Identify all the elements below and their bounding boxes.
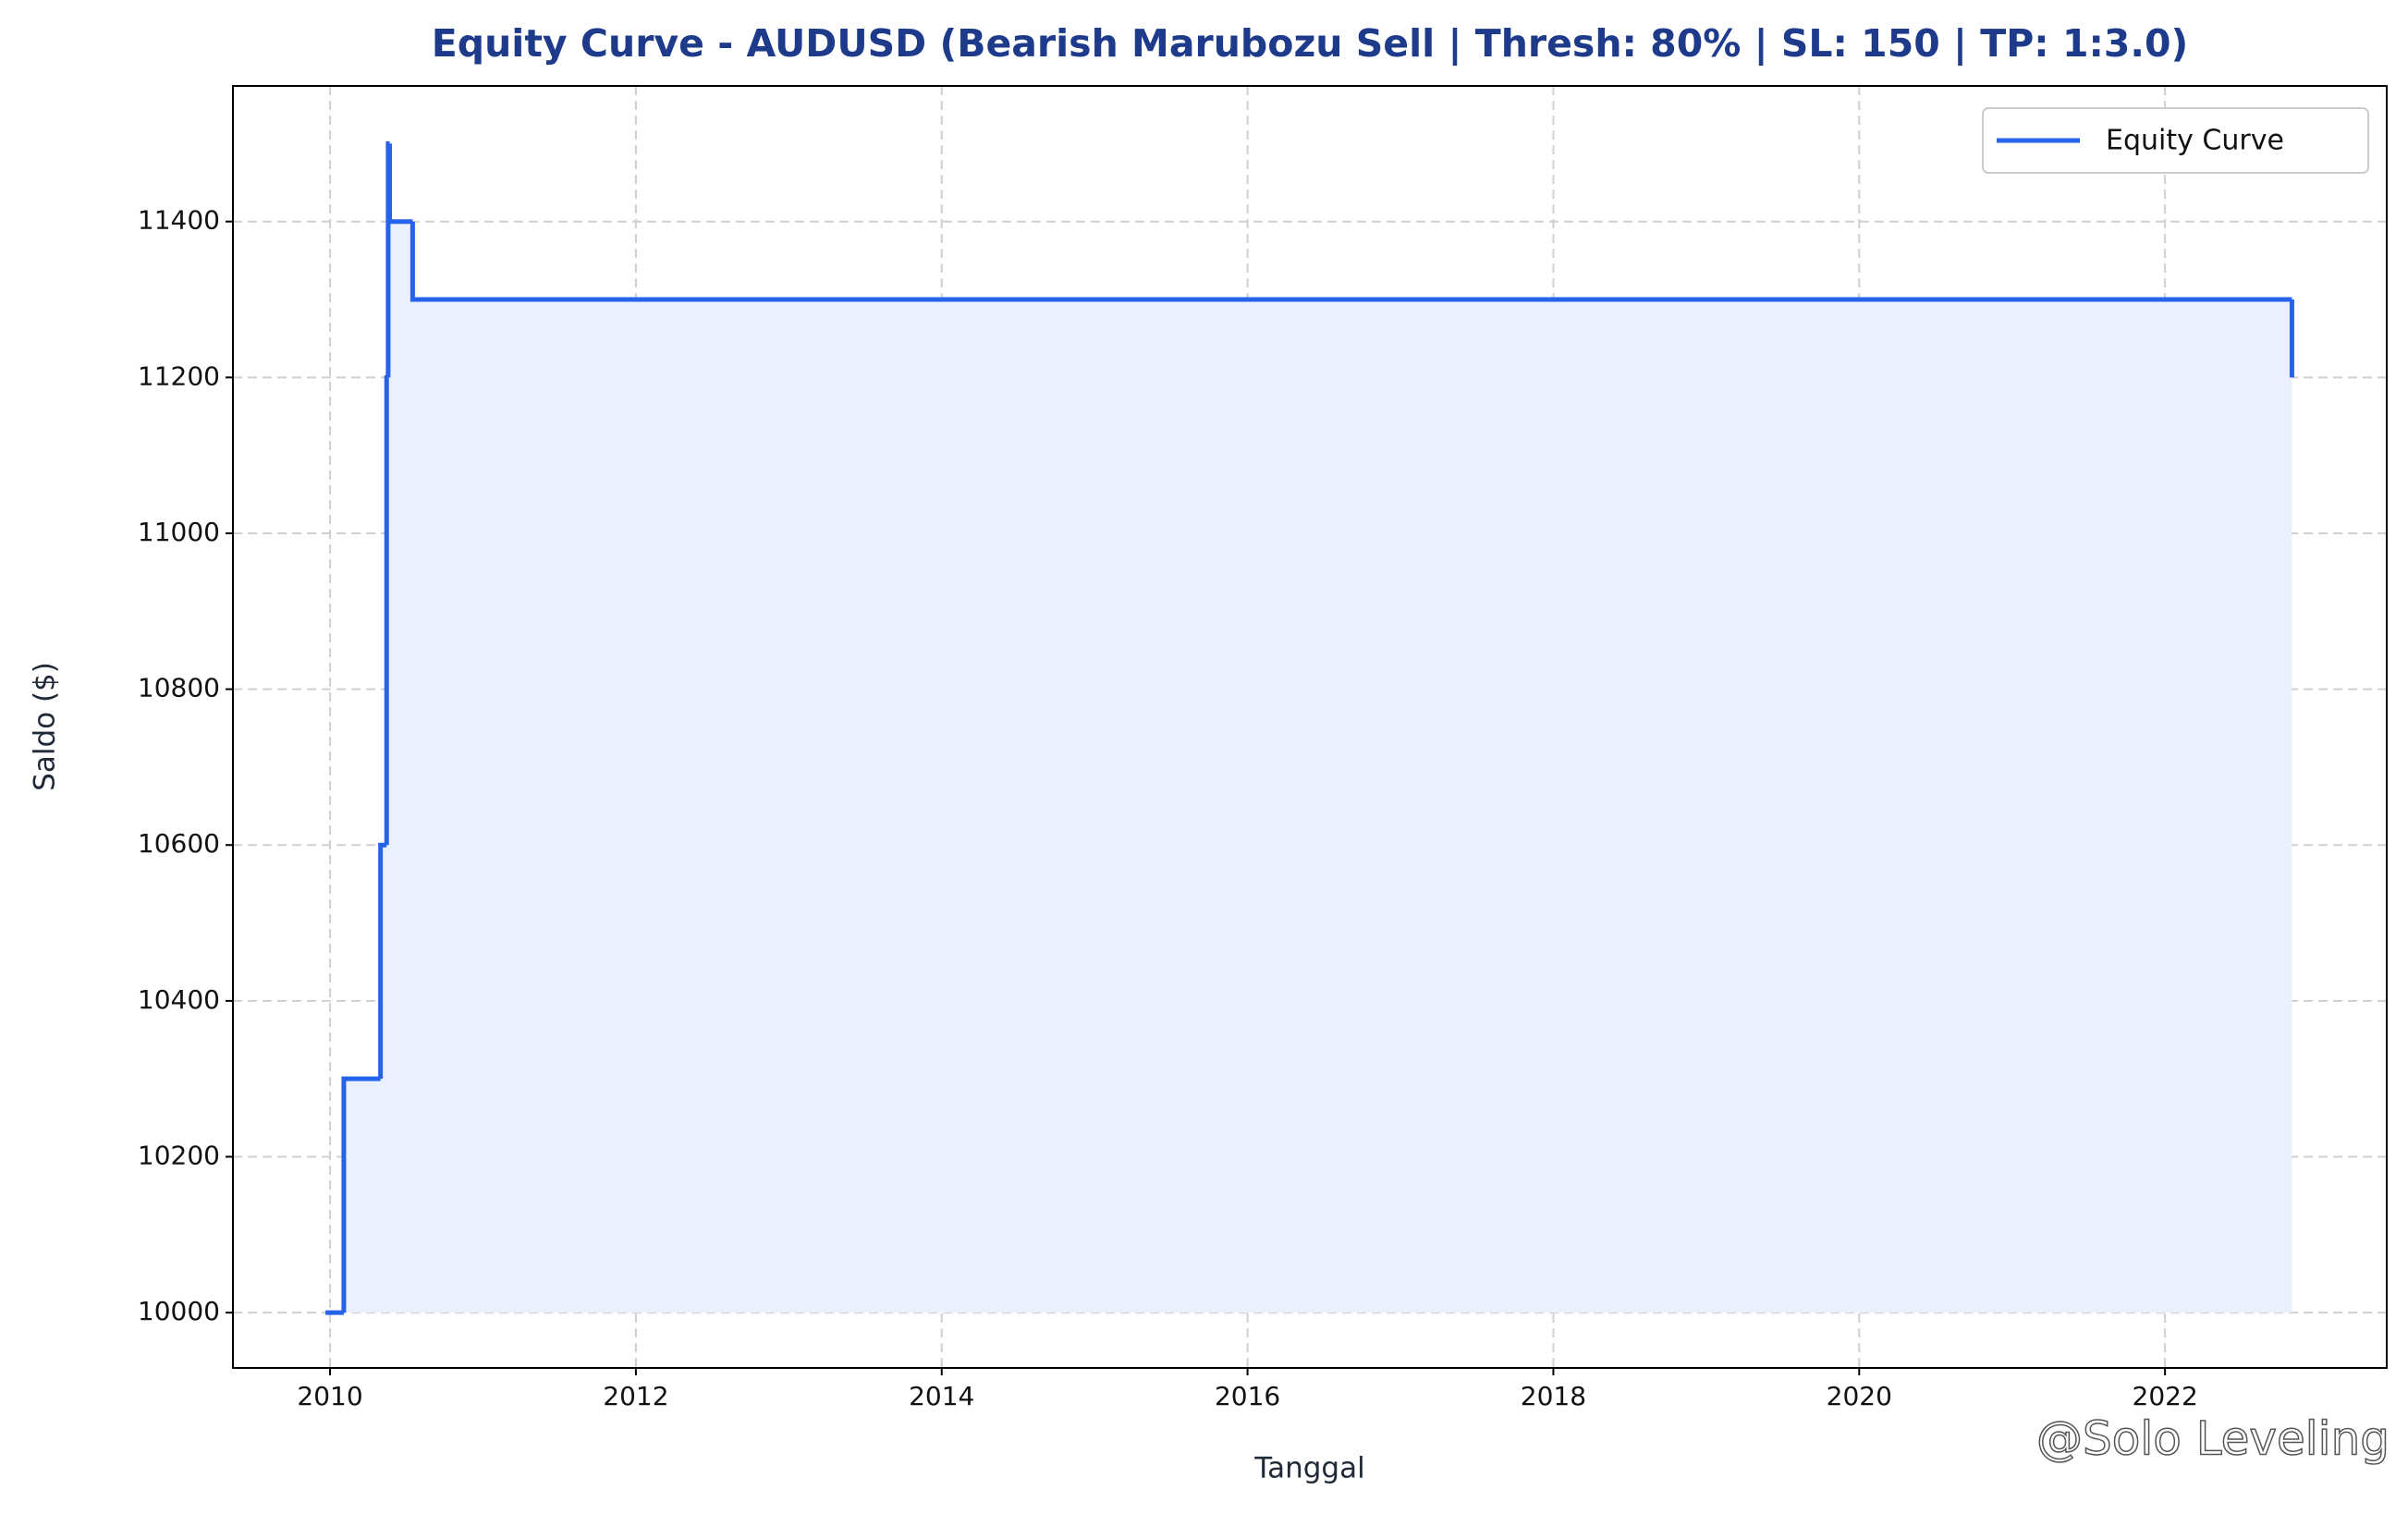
watermark: @Solo Leveling: [2036, 1412, 2390, 1466]
equity-step: [387, 143, 413, 225]
x-axis-label: Tanggal: [1253, 1452, 1364, 1485]
y-tick-label: 10400: [138, 984, 220, 1015]
chart-title: Equity Curve - AUDUSD (Bearish Marubozu …: [432, 21, 2189, 67]
equity-step: [378, 842, 387, 1080]
legend-box: [1982, 107, 2369, 174]
y-tick-label: 11000: [138, 517, 220, 547]
x-tick-label: 2022: [2133, 1381, 2198, 1411]
x-tick-label: 2020: [1827, 1381, 1892, 1411]
y-tick-label: 10000: [138, 1296, 220, 1326]
y-tick-label: 10600: [138, 828, 220, 859]
x-tick-label: 2010: [297, 1381, 362, 1411]
y-tick-label: 11200: [138, 360, 220, 391]
x-tick-label: 2018: [1521, 1381, 1586, 1411]
y-tick-label: 11400: [138, 205, 220, 236]
plot-frame: [232, 85, 2388, 1369]
y-tick-label: 10800: [138, 673, 220, 703]
equity-step: [384, 374, 389, 846]
x-tick-label: 2016: [1215, 1381, 1280, 1411]
equity-step: [409, 221, 2292, 302]
y-tick-label: 10200: [138, 1141, 220, 1171]
equity-step: [341, 1076, 381, 1313]
x-tick-label: 2014: [909, 1381, 974, 1411]
x-tick-label: 2012: [603, 1381, 668, 1411]
area-fill: [325, 143, 2292, 1313]
legend-label: Equity Curve: [2106, 125, 2284, 157]
y-axis-label: Saldo ($): [29, 662, 62, 791]
